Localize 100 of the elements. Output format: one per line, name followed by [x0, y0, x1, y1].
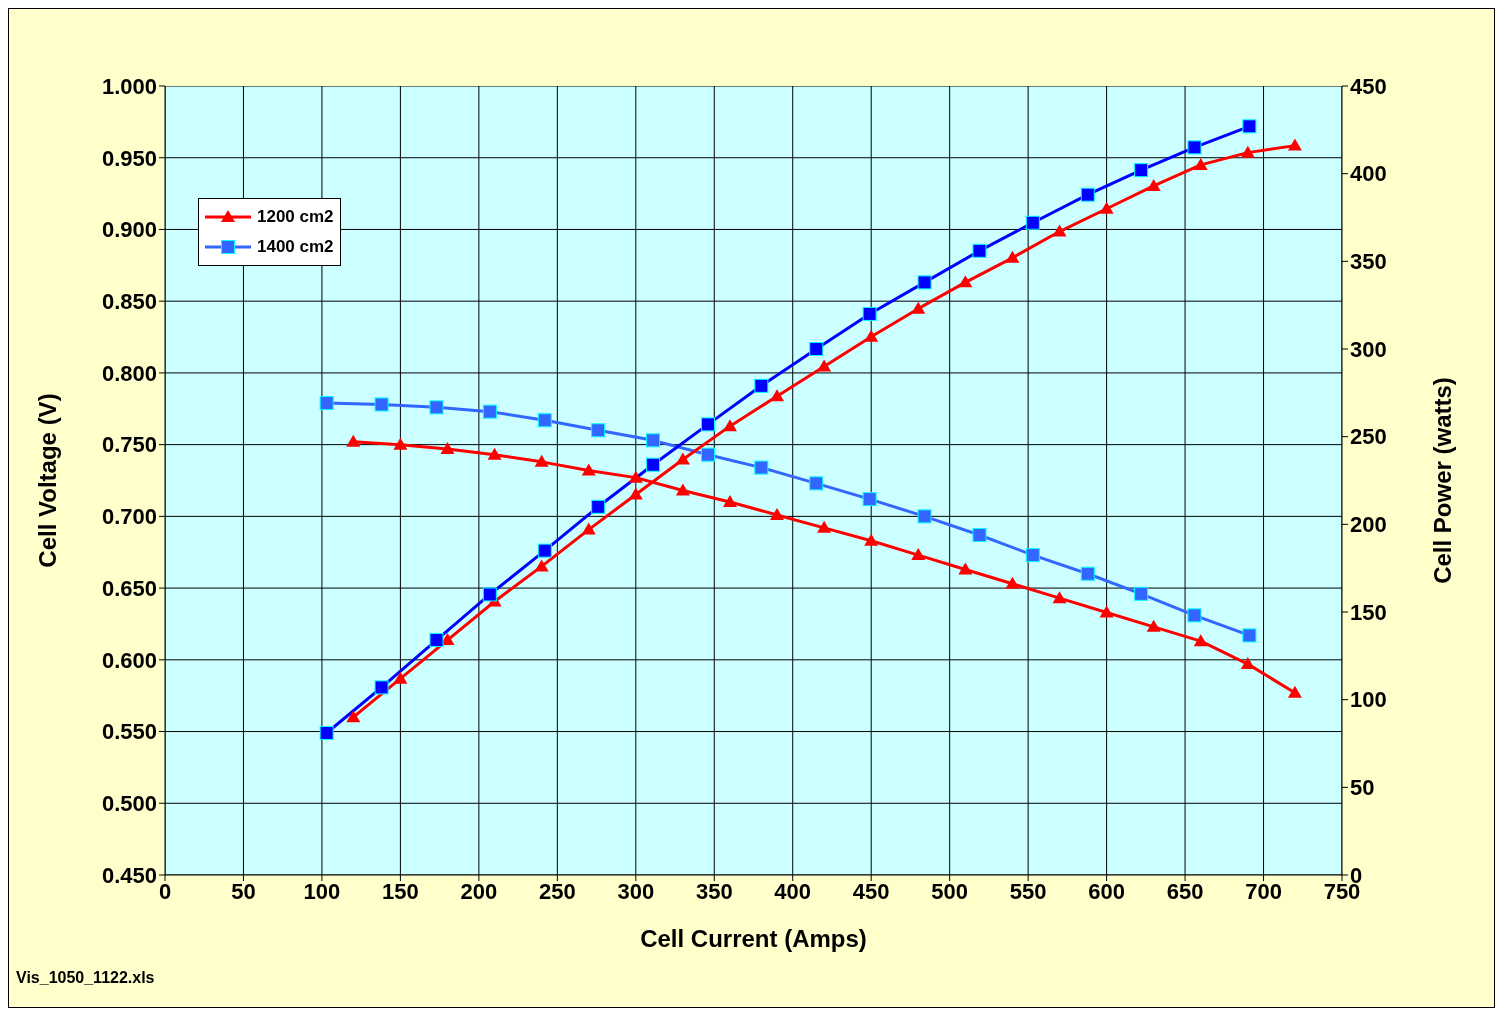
y-axis-title: Cell Voltage (V)	[33, 393, 61, 568]
point	[675, 483, 690, 496]
point	[722, 495, 737, 508]
point	[646, 433, 661, 448]
point	[487, 447, 502, 460]
point	[917, 509, 932, 524]
point	[319, 725, 334, 740]
point	[393, 437, 408, 450]
point	[754, 378, 769, 393]
point	[591, 423, 606, 438]
x-tick-label: 500	[931, 878, 969, 904]
point	[809, 342, 824, 356]
point	[581, 522, 596, 535]
y-tick-label: 0.750	[101, 432, 157, 458]
point	[958, 275, 973, 288]
y-tick-label: 0.850	[101, 288, 157, 314]
x-tick-label: 600	[1088, 878, 1125, 904]
x-tick-label: 450	[852, 878, 890, 904]
point	[374, 680, 389, 695]
point	[1005, 576, 1020, 589]
y2-tick-label: 400	[1350, 161, 1387, 187]
point	[429, 633, 444, 648]
y2-tick-label: 100	[1350, 687, 1387, 713]
point	[1080, 187, 1095, 202]
y-tick-label: 0.600	[101, 647, 157, 673]
point	[1287, 685, 1302, 698]
y2-tick-label: 200	[1350, 512, 1387, 538]
point	[1287, 138, 1302, 151]
text: Vis_1050_1122.xls	[16, 969, 155, 987]
x-tick-label: 100	[303, 878, 341, 904]
x-axis-title: Cell Current (Amps)	[640, 925, 867, 952]
point	[482, 404, 497, 419]
point	[1134, 163, 1149, 178]
y-tick-label: 0.700	[101, 504, 157, 530]
x-tick-label: 350	[695, 878, 733, 904]
point	[1242, 628, 1257, 643]
point	[581, 463, 596, 476]
point	[862, 492, 877, 507]
point	[809, 476, 824, 491]
point	[346, 434, 361, 447]
x-tick-label: 700	[1245, 878, 1282, 904]
point	[1134, 586, 1149, 601]
point	[1193, 634, 1208, 647]
point	[700, 417, 715, 432]
point	[1052, 591, 1067, 604]
y-tick-label: 0.450	[101, 862, 157, 888]
point	[1025, 215, 1040, 230]
point	[911, 301, 926, 314]
legend-label: 1400 cm2	[257, 237, 334, 257]
point	[1240, 657, 1255, 670]
point	[770, 507, 785, 520]
point	[770, 389, 785, 402]
point	[675, 452, 690, 465]
point	[958, 562, 973, 575]
point	[1240, 145, 1255, 158]
x-tick-label: 650	[1166, 878, 1204, 904]
point	[628, 470, 643, 483]
legend-label: 1200 cm2	[257, 207, 334, 227]
y-tick-label: 0.500	[101, 791, 157, 817]
y2-tick-label: 300	[1350, 336, 1387, 362]
point	[1099, 201, 1114, 214]
x-tick-label: 150	[382, 878, 419, 904]
y-tick-label: 0.800	[101, 360, 157, 386]
point	[754, 460, 769, 475]
y2-axis-title: Cell Power (watts)	[1428, 377, 1456, 584]
point	[1193, 157, 1208, 170]
x-tick-label: 50	[231, 878, 256, 904]
point	[1187, 608, 1202, 623]
point	[817, 520, 832, 533]
y-tick-label: 1.000	[101, 73, 157, 99]
point	[440, 441, 455, 454]
x-tick-label: 300	[617, 878, 655, 904]
y2-tick-label: 150	[1350, 599, 1387, 625]
x-tick-label: 550	[1009, 878, 1047, 904]
point	[429, 400, 444, 415]
point	[1025, 548, 1040, 563]
point	[537, 413, 552, 428]
point	[393, 671, 408, 684]
point	[1146, 619, 1161, 632]
point	[700, 447, 715, 462]
point	[537, 543, 552, 558]
y-tick-label: 0.900	[101, 217, 157, 243]
point	[862, 306, 877, 321]
y2-tick-label: 350	[1350, 249, 1387, 275]
point	[864, 533, 879, 546]
y2-tick-label: 450	[1350, 73, 1387, 99]
y2-tick-label: 250	[1350, 424, 1387, 450]
x-tick-label: 0	[158, 878, 172, 904]
point	[591, 499, 606, 514]
y-tick-label: 0.550	[101, 719, 157, 745]
x-tick-label: 200	[460, 878, 498, 904]
point	[1052, 224, 1067, 237]
y2-tick-label: 50	[1350, 775, 1375, 801]
point	[646, 457, 661, 472]
point	[534, 559, 549, 572]
point	[1242, 119, 1257, 134]
point	[722, 419, 737, 432]
x-tick-label: 250	[538, 878, 576, 904]
point	[1146, 178, 1161, 191]
point	[628, 487, 643, 500]
